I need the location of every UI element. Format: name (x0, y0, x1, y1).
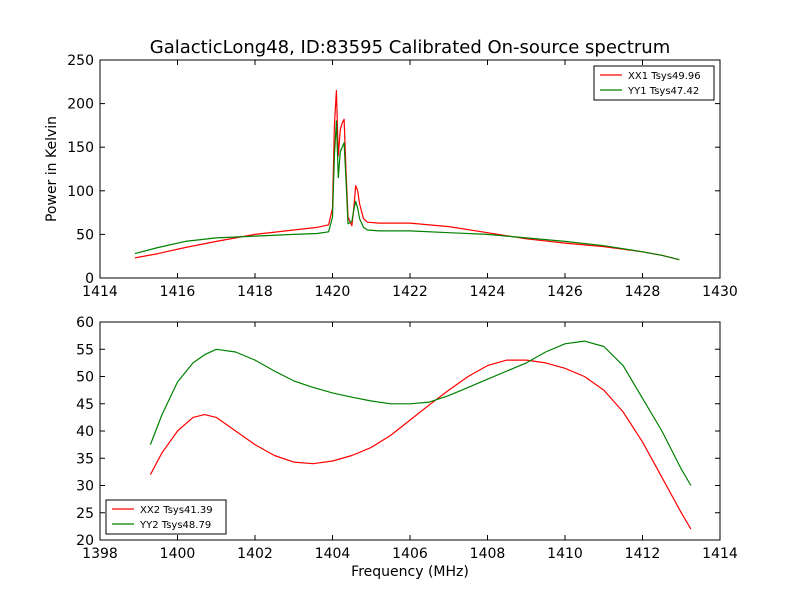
x-tick-label: 1422 (392, 284, 428, 300)
y-tick-label: 25 (76, 506, 94, 522)
y-tick-label: 100 (67, 184, 94, 200)
x-tick-label: 1402 (237, 546, 273, 562)
y-tick-label: 0 (85, 271, 94, 287)
legend-label: YY2 Tsys48.79 (139, 520, 211, 531)
x-tick-label: 1408 (470, 546, 506, 562)
x-tick-label: 1406 (392, 546, 428, 562)
y-axis-label: Power in Kelvin (44, 116, 60, 222)
subplots: 1414 1416 1418 1420 1422 1424 1426 1428 14300501… (44, 53, 738, 580)
x-tick-label: 1418 (237, 284, 273, 300)
x-tick-label: 1424 (470, 284, 506, 300)
y-tick-label: 20 (76, 533, 94, 549)
series-line-green (134, 120, 680, 261)
x-tick-label: 1416 (160, 284, 196, 300)
y-tick-label: 35 (76, 451, 94, 467)
x-tick-label: 1426 (547, 284, 583, 300)
legend-label: YY1 Tsys47.42 (627, 86, 699, 97)
y-tick-label: 50 (76, 227, 94, 243)
subplot-2: 1398 1400 1402 1404 1406 1408 1410 1412 1414 20 25… (76, 315, 738, 580)
x-tick-label: 1414 (702, 546, 738, 562)
legend-label: XX2 Tsys41.39 (140, 505, 213, 516)
y-tick-label: 150 (67, 140, 94, 156)
legend-box (593, 65, 715, 101)
x-axis-label: Frequency (MHz) (351, 564, 469, 580)
y-tick-label: 55 (76, 342, 94, 358)
legend-box (105, 499, 227, 535)
x-tick-label: 1430 (702, 284, 738, 300)
x-tick-label: 1414 (82, 284, 118, 300)
legend: XX2 Tsys41.39 YY2 Tsys48.79 (105, 499, 227, 535)
legend: XX1 Tsys49.96 YY1 Tsys47.42 (593, 65, 715, 101)
y-tick-label: 200 (67, 97, 94, 113)
y-tick-label: 40 (76, 424, 94, 440)
series-line-green (149, 340, 692, 486)
series-line-red (149, 359, 692, 530)
x-tick-label: 1420 (315, 284, 351, 300)
y-tick-label: 250 (67, 53, 94, 69)
x-tick-label: 1428 (625, 284, 661, 300)
x-tick-label: 1400 (160, 546, 196, 562)
subplot-1: 1414 1416 1418 1420 1422 1424 1426 1428 1430 0 50 1… (44, 53, 738, 300)
chart-title: GalacticLong48, ID:83595 Calibrated On-s… (150, 37, 670, 58)
y-tick-label: 45 (76, 397, 94, 413)
y-tick-label: 50 (76, 370, 94, 386)
x-tick-label: 1412 (625, 546, 661, 562)
x-tick-label: 1410 (547, 546, 583, 562)
y-tick-label: 60 (76, 315, 94, 331)
y-tick-label: 30 (76, 479, 94, 495)
x-tick-label: 1404 (315, 546, 351, 562)
x-tick-label: 1398 (82, 546, 118, 562)
legend-label: XX1 Tsys49.96 (628, 71, 701, 82)
